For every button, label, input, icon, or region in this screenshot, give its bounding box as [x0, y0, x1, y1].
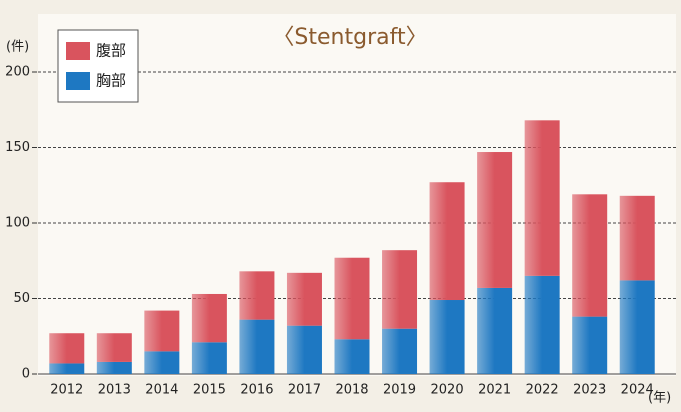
bar-segment	[334, 339, 370, 374]
bar-segment	[191, 342, 227, 374]
bar-segment	[49, 363, 85, 374]
y-unit: (件)	[6, 40, 29, 55]
bar-segment	[572, 316, 608, 374]
bar-segment	[96, 333, 132, 362]
y-tick-label: 50	[13, 291, 30, 306]
chart-title: 〈Stentgraft〉	[272, 25, 427, 50]
legend-label: 胸部	[96, 72, 126, 90]
bar-segment	[524, 120, 560, 276]
y-tick-label: 200	[5, 65, 30, 80]
bar-segment	[96, 361, 132, 374]
bar-segment	[382, 250, 418, 329]
x-tick-label: 2017	[288, 383, 321, 398]
x-tick-label: 2022	[526, 383, 559, 398]
x-tick-label: 2012	[50, 383, 83, 398]
x-tick-label: 2019	[383, 383, 416, 398]
bar-segment	[191, 293, 227, 343]
x-tick-label: 2020	[431, 383, 464, 398]
bar-segment	[619, 280, 655, 374]
bar-segment	[286, 272, 322, 326]
bar-segment	[382, 328, 418, 374]
bar-segment	[524, 275, 560, 374]
x-tick-label: 2016	[240, 383, 273, 398]
bar-segment	[477, 152, 513, 288]
legend-swatch	[66, 72, 90, 90]
legend-swatch	[66, 42, 90, 60]
x-tick-label: 2023	[573, 383, 606, 398]
y-tick-label: 150	[5, 140, 30, 155]
y-tick-label: 100	[5, 216, 30, 231]
x-tick-label: 2021	[478, 383, 511, 398]
x-tick-label: 2015	[193, 383, 226, 398]
x-unit: (年)	[648, 391, 671, 406]
x-tick-label: 2014	[145, 383, 178, 398]
bar-segment	[144, 310, 180, 352]
legend-label: 腹部	[96, 42, 126, 60]
bar-segment	[286, 325, 322, 374]
bar-segment	[239, 319, 275, 374]
bar-segment	[239, 271, 275, 320]
bar-segment	[429, 182, 465, 301]
x-tick-label: 2018	[335, 383, 368, 398]
bar-segment	[572, 194, 608, 317]
bar-segment	[619, 195, 655, 281]
x-tick-label: 2013	[98, 383, 131, 398]
bar-segment	[334, 257, 370, 340]
x-tick-label: 2024	[621, 383, 654, 398]
y-tick-label: 0	[22, 367, 30, 382]
bar-segment	[477, 287, 513, 374]
bar-segment	[144, 351, 180, 374]
bar-segment	[429, 300, 465, 374]
bar-segment	[49, 333, 85, 364]
